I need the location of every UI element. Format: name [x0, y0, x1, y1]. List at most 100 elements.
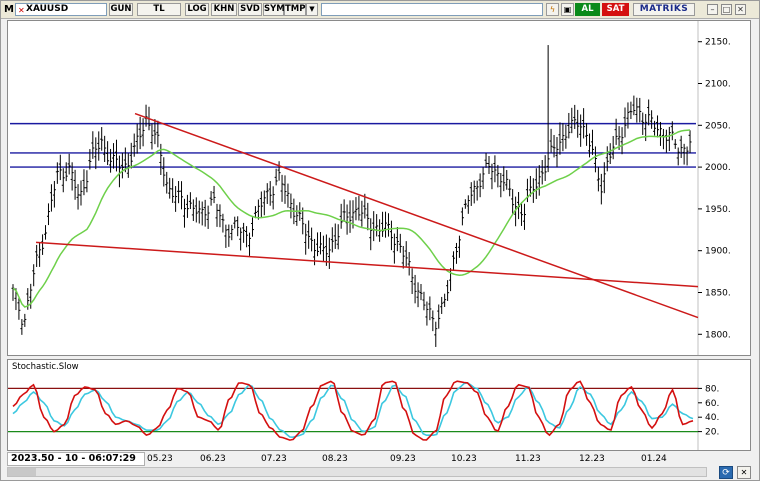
price-bar: [410, 268, 414, 295]
maximize-icon[interactable]: □: [721, 4, 732, 15]
price-bar: [401, 246, 405, 269]
price-bar: [558, 122, 562, 155]
price-bar: [398, 233, 402, 253]
price-bar: [103, 135, 107, 162]
price-bar: [620, 127, 624, 155]
price-bar: [602, 162, 606, 194]
x-tick-label: 12.23: [579, 454, 605, 464]
price-bar: [112, 143, 116, 169]
price-bar: [58, 154, 62, 181]
price-bar: [165, 171, 169, 194]
price-bar: [452, 251, 456, 271]
scrollbar-thumb[interactable]: [8, 468, 36, 476]
symbol-field[interactable]: ✕ XAUUSD: [15, 3, 107, 16]
price-bar: [499, 172, 503, 198]
sell-button[interactable]: SAT: [602, 3, 629, 16]
price-bar: [197, 200, 201, 224]
price-bar: [41, 234, 45, 255]
khn-button[interactable]: KHN: [211, 3, 237, 16]
price-bar: [185, 194, 189, 218]
y-tick-label: 2100.: [705, 80, 731, 90]
price-bar: [188, 192, 192, 210]
stochastic-title: Stochastic.Slow: [12, 362, 79, 372]
price-bar: [70, 162, 74, 191]
tl-button[interactable]: TL: [137, 3, 181, 16]
price-bar: [55, 162, 59, 184]
price-bar: [422, 291, 426, 311]
price-bar: [106, 141, 110, 166]
y-tick-label: 1850.: [705, 288, 731, 298]
price-bars: [11, 45, 692, 347]
price-bar: [177, 181, 181, 204]
price-bar: [318, 232, 322, 255]
price-bar: [339, 203, 343, 229]
price-bar: [434, 321, 438, 347]
price-bar: [221, 213, 225, 233]
y-tick-label: 2050.: [705, 121, 731, 131]
price-bar: [443, 293, 447, 307]
price-bar: [283, 175, 287, 204]
price-bar: [653, 120, 657, 136]
price-bar: [182, 198, 186, 228]
price-bar: [585, 123, 589, 146]
flash-icon[interactable]: ϟ: [546, 3, 559, 16]
price-bar: [511, 189, 515, 215]
stochastic-panel[interactable]: Stochastic.Slow 80. 60. 40. 20.: [7, 359, 751, 451]
price-bar: [250, 217, 254, 237]
copy-icon[interactable]: ▣: [561, 3, 574, 16]
x-axis-strip: 05.23 06.23 07.23 08.23 09.23 10.23 11.23 12.23…: [7, 452, 751, 466]
svd-button[interactable]: SVD: [238, 3, 262, 16]
price-bar: [664, 129, 668, 153]
price-bar: [333, 223, 337, 249]
panel-close-icon[interactable]: ✕: [737, 466, 751, 479]
price-bar: [129, 142, 133, 169]
price-bar: [579, 114, 583, 147]
price-chart-panel[interactable]: 2150. 2100. 2050. 2000. 1950. 1900. 1850. 1800.: [7, 20, 751, 356]
price-bar: [100, 127, 104, 151]
price-bar: [67, 153, 71, 175]
stoch-tick-label: 80.: [705, 384, 719, 394]
price-bar: [242, 222, 246, 243]
price-bar: [599, 173, 603, 205]
price-bar: [407, 252, 411, 276]
price-bar: [605, 146, 609, 172]
sym-button[interactable]: SYM: [263, 3, 285, 16]
tmp-button[interactable]: TMP: [284, 3, 306, 16]
price-bar: [117, 155, 121, 188]
price-bar: [17, 297, 21, 320]
price-bar: [416, 282, 420, 308]
price-bar: [262, 190, 266, 216]
refresh-icon[interactable]: ⟳: [719, 466, 733, 479]
price-bar: [384, 211, 388, 238]
timestamp-label: 2023.50 - 10 - 06:07:29: [7, 452, 145, 466]
menu-m-label[interactable]: M: [4, 4, 14, 15]
price-bar: [549, 128, 553, 153]
price-bar: [413, 274, 417, 304]
price-bar: [576, 109, 580, 138]
tmp-dropdown-icon[interactable]: ▼: [306, 3, 318, 16]
price-bar: [321, 235, 325, 261]
price-bar: [392, 233, 396, 264]
price-bar: [561, 123, 565, 152]
price-bar: [336, 224, 340, 250]
price-bar: [505, 170, 509, 190]
gun-button[interactable]: GUN: [109, 3, 133, 16]
minimize-icon[interactable]: –: [707, 4, 718, 15]
x-tick-label: 10.23: [451, 454, 477, 464]
stochastic-svg: Stochastic.Slow 80. 60. 40. 20.: [8, 360, 719, 450]
buy-button[interactable]: AL: [575, 3, 600, 16]
price-bar: [596, 167, 600, 192]
horizontal-scrollbar[interactable]: [7, 467, 707, 477]
price-bar: [570, 107, 574, 134]
log-button[interactable]: LOG: [185, 3, 209, 16]
pin-icon: ✕: [18, 6, 25, 15]
price-bar: [76, 184, 80, 210]
command-input[interactable]: [321, 3, 543, 16]
price-bar: [632, 95, 636, 116]
price-bar: [404, 241, 408, 267]
price-bar: [73, 169, 77, 200]
price-bar: [245, 226, 249, 248]
x-tick-label: 05.23: [147, 454, 173, 464]
price-bar: [304, 223, 308, 255]
close-icon[interactable]: ✕: [735, 4, 746, 15]
